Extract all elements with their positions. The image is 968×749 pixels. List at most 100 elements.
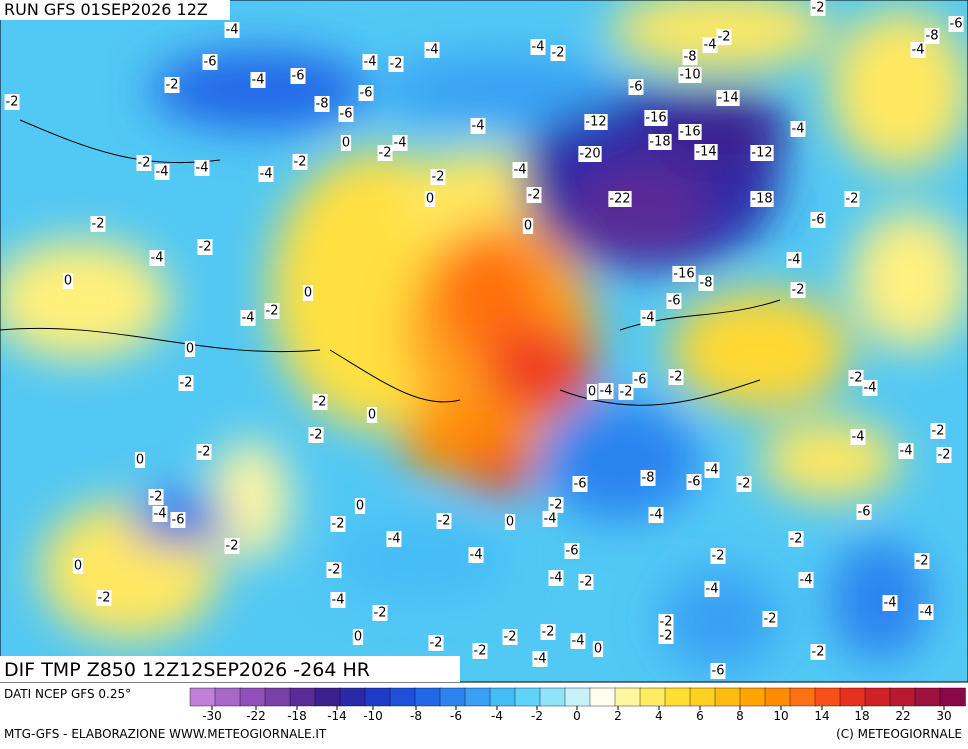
contour-label-box	[330, 592, 346, 608]
contour-label: -2	[938, 448, 951, 463]
contour-label-box	[936, 447, 952, 463]
colorbar-tick-label: 14	[814, 709, 829, 723]
contour-label-box	[672, 266, 696, 282]
contour-label: -2	[504, 630, 517, 645]
contour-label-box	[164, 77, 180, 93]
contour-label: -4	[196, 161, 209, 176]
contour-label-box	[844, 191, 860, 207]
colorbar-tick-label: 0	[573, 709, 581, 723]
source-label: DATI NCEP GFS 0.25°	[4, 687, 131, 701]
contour-label: -2	[850, 371, 863, 386]
colorbar-swatch	[489, 687, 516, 707]
colorbar-swatch	[464, 687, 491, 707]
contour-label: -8	[316, 97, 329, 112]
contour-label: -2	[198, 445, 211, 460]
colorbar-tick-label: -6	[450, 709, 462, 723]
contour-label: -6	[812, 213, 825, 228]
contour-label-box	[540, 624, 556, 640]
contour-labels: -4-6-4 -6-2-2 -8-6-6-4 -2-4 -4 -2-2-4-8-10-6-…	[4, 0, 964, 679]
contour-label: -4	[550, 571, 563, 586]
contour-label: -2	[92, 217, 105, 232]
colorbar-tick-label: 8	[736, 709, 744, 723]
contour-label-box	[640, 310, 656, 326]
contour-label-box	[312, 394, 328, 410]
colorbar-swatch	[664, 687, 691, 707]
contour-label-box	[578, 146, 602, 162]
contour-label-box	[640, 470, 656, 486]
contour-label-box	[196, 444, 212, 460]
contour-label-box	[90, 216, 106, 232]
contour-label-box	[698, 275, 714, 291]
contour-label: -6	[712, 664, 725, 679]
contour-label: 0	[368, 408, 376, 423]
colorbar-swatch	[714, 687, 741, 707]
contour-label: -2	[620, 385, 633, 400]
colorbar-tick-label: 22	[895, 709, 910, 723]
contour-label: -8	[684, 50, 697, 65]
colorbar-swatch	[389, 687, 416, 707]
contour-label-box	[658, 628, 674, 644]
contour-label-box	[240, 310, 256, 326]
contour-label-box	[302, 285, 314, 301]
contour-label: 0	[74, 559, 82, 574]
contour-label-box	[682, 49, 698, 65]
contour-label: -2	[6, 95, 19, 110]
colorbar-swatch	[264, 687, 291, 707]
colorbar-swatch	[564, 687, 591, 707]
contour-label: -2	[166, 78, 179, 93]
contour-label-box	[584, 114, 608, 130]
contour-label: -4	[706, 582, 719, 597]
contour-label-box	[134, 452, 146, 468]
contour-label-box	[330, 516, 346, 532]
contour-label: -4	[534, 652, 547, 667]
contour-label: -4	[600, 384, 613, 399]
contour-label-box	[264, 303, 280, 319]
contour-label-box	[194, 160, 210, 176]
colorbar-swatch	[789, 687, 816, 707]
contour-label: -2	[310, 428, 323, 443]
contour-label-box	[424, 42, 440, 58]
contour-label-box	[694, 144, 718, 160]
contour-label-box	[930, 423, 946, 439]
contour-label: -4	[884, 596, 897, 611]
contour-label-box	[918, 604, 934, 620]
contour-label-box	[326, 562, 342, 578]
contour-label-box	[522, 218, 534, 234]
contour-label: -4	[912, 43, 925, 58]
contour-label: -2	[846, 192, 859, 207]
contour-label-box	[197, 239, 213, 255]
contour-label: -2	[138, 156, 151, 171]
colorbar-swatch	[689, 687, 716, 707]
contour-label-box	[149, 250, 165, 266]
contour-label-box	[542, 511, 558, 527]
contour-label: -8	[642, 471, 655, 486]
contour-label: -6	[566, 544, 579, 559]
contour-label: -2	[670, 370, 683, 385]
contour-label-box	[648, 134, 672, 150]
colorbar-tick-label: -30	[202, 709, 222, 723]
contour-label-box	[570, 633, 586, 649]
contour-label: -12	[585, 115, 606, 130]
contour-label: -4	[154, 507, 167, 522]
contour-label: -4	[226, 23, 239, 38]
colorbar-swatch	[889, 687, 916, 707]
contour-label-box	[548, 570, 564, 586]
contour-label: 0	[356, 499, 364, 514]
contour-label-box	[224, 22, 240, 38]
contour-label-box	[798, 572, 814, 588]
contour-label-box	[668, 369, 684, 385]
colorbar-swatch	[539, 687, 566, 707]
colorbar-swatch	[739, 687, 766, 707]
contour-label-box	[850, 429, 866, 445]
colorbar-tick-label: -18	[287, 709, 307, 723]
contour-label: -2	[812, 645, 825, 660]
contour-label-box	[136, 155, 152, 171]
contour-label-box	[702, 37, 718, 53]
contour-label: -4	[151, 251, 164, 266]
contour-label-box	[4, 94, 20, 110]
contour-label-box	[430, 169, 446, 185]
colorbar-swatch	[814, 687, 841, 707]
colorbar-swatch	[589, 687, 616, 707]
contour-label: -8	[926, 29, 939, 44]
